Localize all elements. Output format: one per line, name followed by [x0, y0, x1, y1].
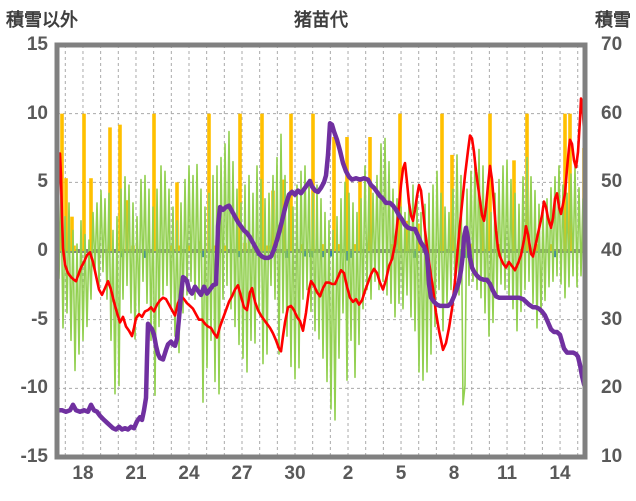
- right-axis-tick-label: 20: [601, 377, 623, 399]
- right-axis-tick-label: 60: [601, 102, 623, 124]
- x-axis-tick-label: 2: [342, 463, 354, 484]
- x-axis-tick-label: 11: [496, 463, 518, 484]
- series-red-line: [55, 97, 587, 353]
- left-axis-tick-label: 15: [26, 34, 48, 55]
- plot-frame: [54, 42, 588, 460]
- right-axis-tick-label: 10: [601, 446, 623, 467]
- right-axis-tick-label: 30: [601, 308, 623, 330]
- x-axis-tick-label: 21: [125, 463, 147, 484]
- left-axis-title: 積雪以外: [6, 10, 78, 30]
- right-axis-tick-label: 70: [601, 34, 623, 55]
- x-axis-tick-label: 14: [549, 463, 571, 484]
- chart-title: 猪苗代: [294, 10, 348, 30]
- x-axis-tick-label: 24: [178, 463, 200, 484]
- left-axis-tick-label: 0: [37, 240, 48, 261]
- left-axis-tick-label: 5: [37, 171, 48, 193]
- x-axis-tick-label: 30: [284, 463, 306, 484]
- series-snow-depth-line: [54, 121, 588, 432]
- right-axis-tick-label: 40: [601, 240, 623, 261]
- left-axis-tick-label: -10: [20, 377, 48, 399]
- right-axis-tick-label: 50: [601, 171, 623, 193]
- x-axis-tick-label: 5: [395, 463, 407, 484]
- left-axis-tick-label: -15: [20, 446, 48, 467]
- x-axis-tick-label: 27: [231, 463, 253, 484]
- x-axis-tick-label: 18: [72, 463, 94, 484]
- x-axis-tick-label: 8: [448, 463, 460, 484]
- left-axis-tick-label: -5: [31, 308, 48, 330]
- left-axis-tick-label: 10: [26, 102, 48, 124]
- right-axis-title: 積雪: [595, 10, 631, 30]
